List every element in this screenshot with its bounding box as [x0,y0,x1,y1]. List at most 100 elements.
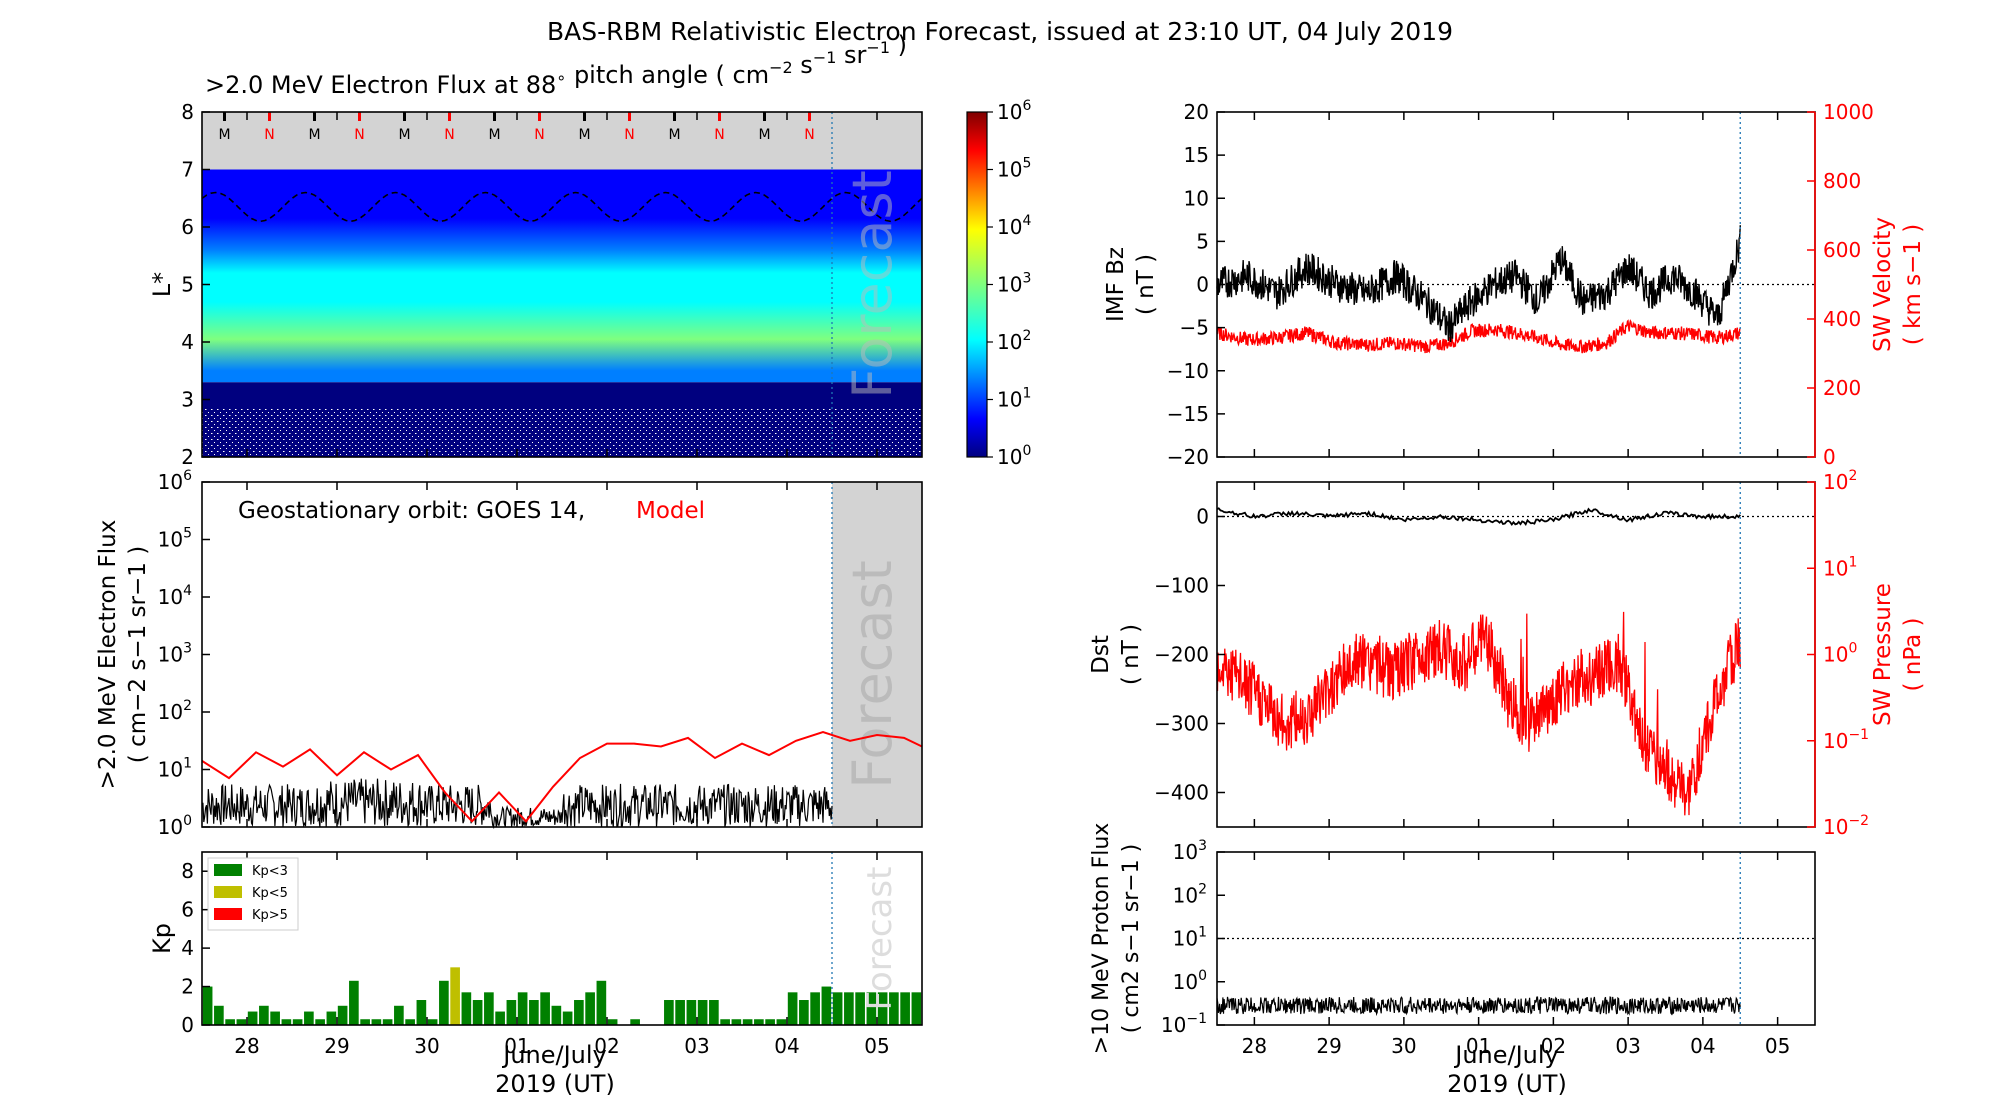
kp-bar [427,1019,438,1025]
kp-bar [484,992,494,1025]
kp-legend-swatch [214,908,242,920]
kp-bar [247,1011,258,1025]
kp-bar [686,1000,697,1025]
imf-ytick-label: −15 [1167,402,1209,426]
kp-x-tick-label: 29 [324,1034,349,1058]
kp-ytick-label: 4 [181,936,194,960]
kp-bar [709,1000,719,1025]
geo-legend-label: Geostationary orbit: GOES 14, [238,498,585,524]
lstar-ytick-label: 6 [181,215,194,239]
kp-bar [821,986,832,1025]
kp-bar [337,1005,348,1025]
proton-x-tick-label: 30 [1391,1034,1416,1058]
kp-ytick-label: 2 [181,975,194,999]
geo-ytick-label: 104 [158,583,192,609]
figure-title: BAS-RBM Relativistic Electron Forecast, … [547,17,1453,46]
mlt-marker-label: N [264,127,274,143]
kp-bar [517,992,528,1025]
proton-ytick-label: 101 [1173,925,1207,951]
mlt-marker-label: M [218,127,230,143]
kp-bar [540,992,550,1025]
forecast-label: Forecast [841,170,904,399]
model-flux-line [201,731,923,823]
dst-ytick-label: −100 [1154,574,1209,598]
kp-bar [304,1011,314,1025]
proton-x-tick-label: 05 [1765,1034,1790,1058]
kp-bar [562,1011,573,1025]
geo-flux-panel: Forecast 100 101 102 103 104 105 106 Geostationa… [95,468,923,839]
kp-bar [754,1019,764,1025]
right-xlabel-line1: June/July [1453,1041,1559,1069]
geo-ylabel-line2: ( cm−2 s−1 sr−1 ) [125,546,151,763]
sw-velocity-line [1216,319,1741,354]
pressure-ytick-label: 100 [1823,641,1857,667]
proton-x-tick-label: 02 [1541,1034,1566,1058]
kp-bar [472,1000,483,1025]
kp-ytick-label: 0 [181,1013,194,1037]
lstar-ytick-label: 5 [181,273,194,297]
dst-frame [1216,481,1816,828]
kp-bar [574,1000,584,1025]
imf-ytick-label: 5 [1196,229,1209,253]
left-xlabel-line2: 2019 (UT) [495,1070,615,1098]
sw-ytick-label: 1000 [1823,100,1874,124]
kp-x-tick-label: 04 [774,1034,799,1058]
kp-bar [776,1019,787,1025]
dst-line [1216,507,1741,527]
kp-bar [697,1000,708,1025]
proton-ytick-label: 103 [1173,838,1207,864]
colorbar-tick-label: 104 [997,213,1031,239]
flux-heatmap [202,169,922,383]
lstar-ylabel: L* [148,272,176,297]
geo-ytick-label: 102 [158,698,192,724]
proton-ytick-label: 10−1 [1161,1011,1207,1037]
kp-bar [889,992,899,1025]
dst-ytick-label: −300 [1154,712,1209,736]
proton-x-tick-label: 29 [1316,1034,1341,1058]
no-data-region [202,112,922,170]
geo-ytick-label: 101 [158,756,192,782]
kp-bar [731,1019,742,1025]
plasmapause-line [201,191,923,223]
lstar-ytick-label: 8 [181,100,194,124]
proton-ylabel-line2: ( cm2 s−1 sr−1 ) [1119,844,1144,1034]
colorbar [966,111,988,458]
proton-flux-panel: 103 102 101 100 10−1 28 29 30 01 02 03 04 05 >10 MeV … [1089,823,1816,1058]
mlt-marker-label: N [354,127,364,143]
sw-ylabel-line1: SW Velocity [1870,217,1896,352]
sw-ytick-label: 600 [1823,238,1861,262]
dst-ytick-label: −400 [1154,781,1209,805]
kp-bar [439,980,449,1025]
kp-x-tick-label: 03 [684,1034,709,1058]
geo-ytick-label: 100 [158,813,192,839]
speckle-region [202,408,922,457]
sw-pressure-line [1216,611,1741,816]
proton-ytick-label: 100 [1173,968,1207,994]
sw-ytick-label: 0 [1823,445,1836,469]
kp-legend-label: Kp<5 [252,886,288,901]
kp-bar [214,1005,224,1025]
kp-legend-swatch [214,886,242,898]
dst-ylabel-line2: ( nT ) [1118,624,1144,685]
imf-ylabel-line2: ( nT ) [1133,254,1159,315]
kp-x-tick-label: 02 [594,1034,619,1058]
lstar-ytick-label: 2 [181,445,194,469]
pressure-ytick-label: 102 [1823,468,1857,494]
kp-bar [461,992,472,1025]
kp-bar [371,1019,382,1025]
kp-ylabel: Kp [148,923,176,954]
mlt-marker-label: N [444,127,454,143]
kp-bar [607,1019,618,1025]
imf-ytick-label: −5 [1180,316,1209,340]
kp-bar [810,992,820,1025]
kp-bar [506,1000,517,1025]
colorbar-tick-label: 105 [997,156,1031,182]
geo-legend-model: Model [636,498,705,524]
proton-flux-line [1216,996,1741,1017]
kp-bar [270,1011,280,1025]
dst-ytick-label: 0 [1196,505,1209,529]
mlt-marker-label: N [804,127,814,143]
kp-bar [877,992,888,1025]
kp-bar [551,1005,562,1025]
